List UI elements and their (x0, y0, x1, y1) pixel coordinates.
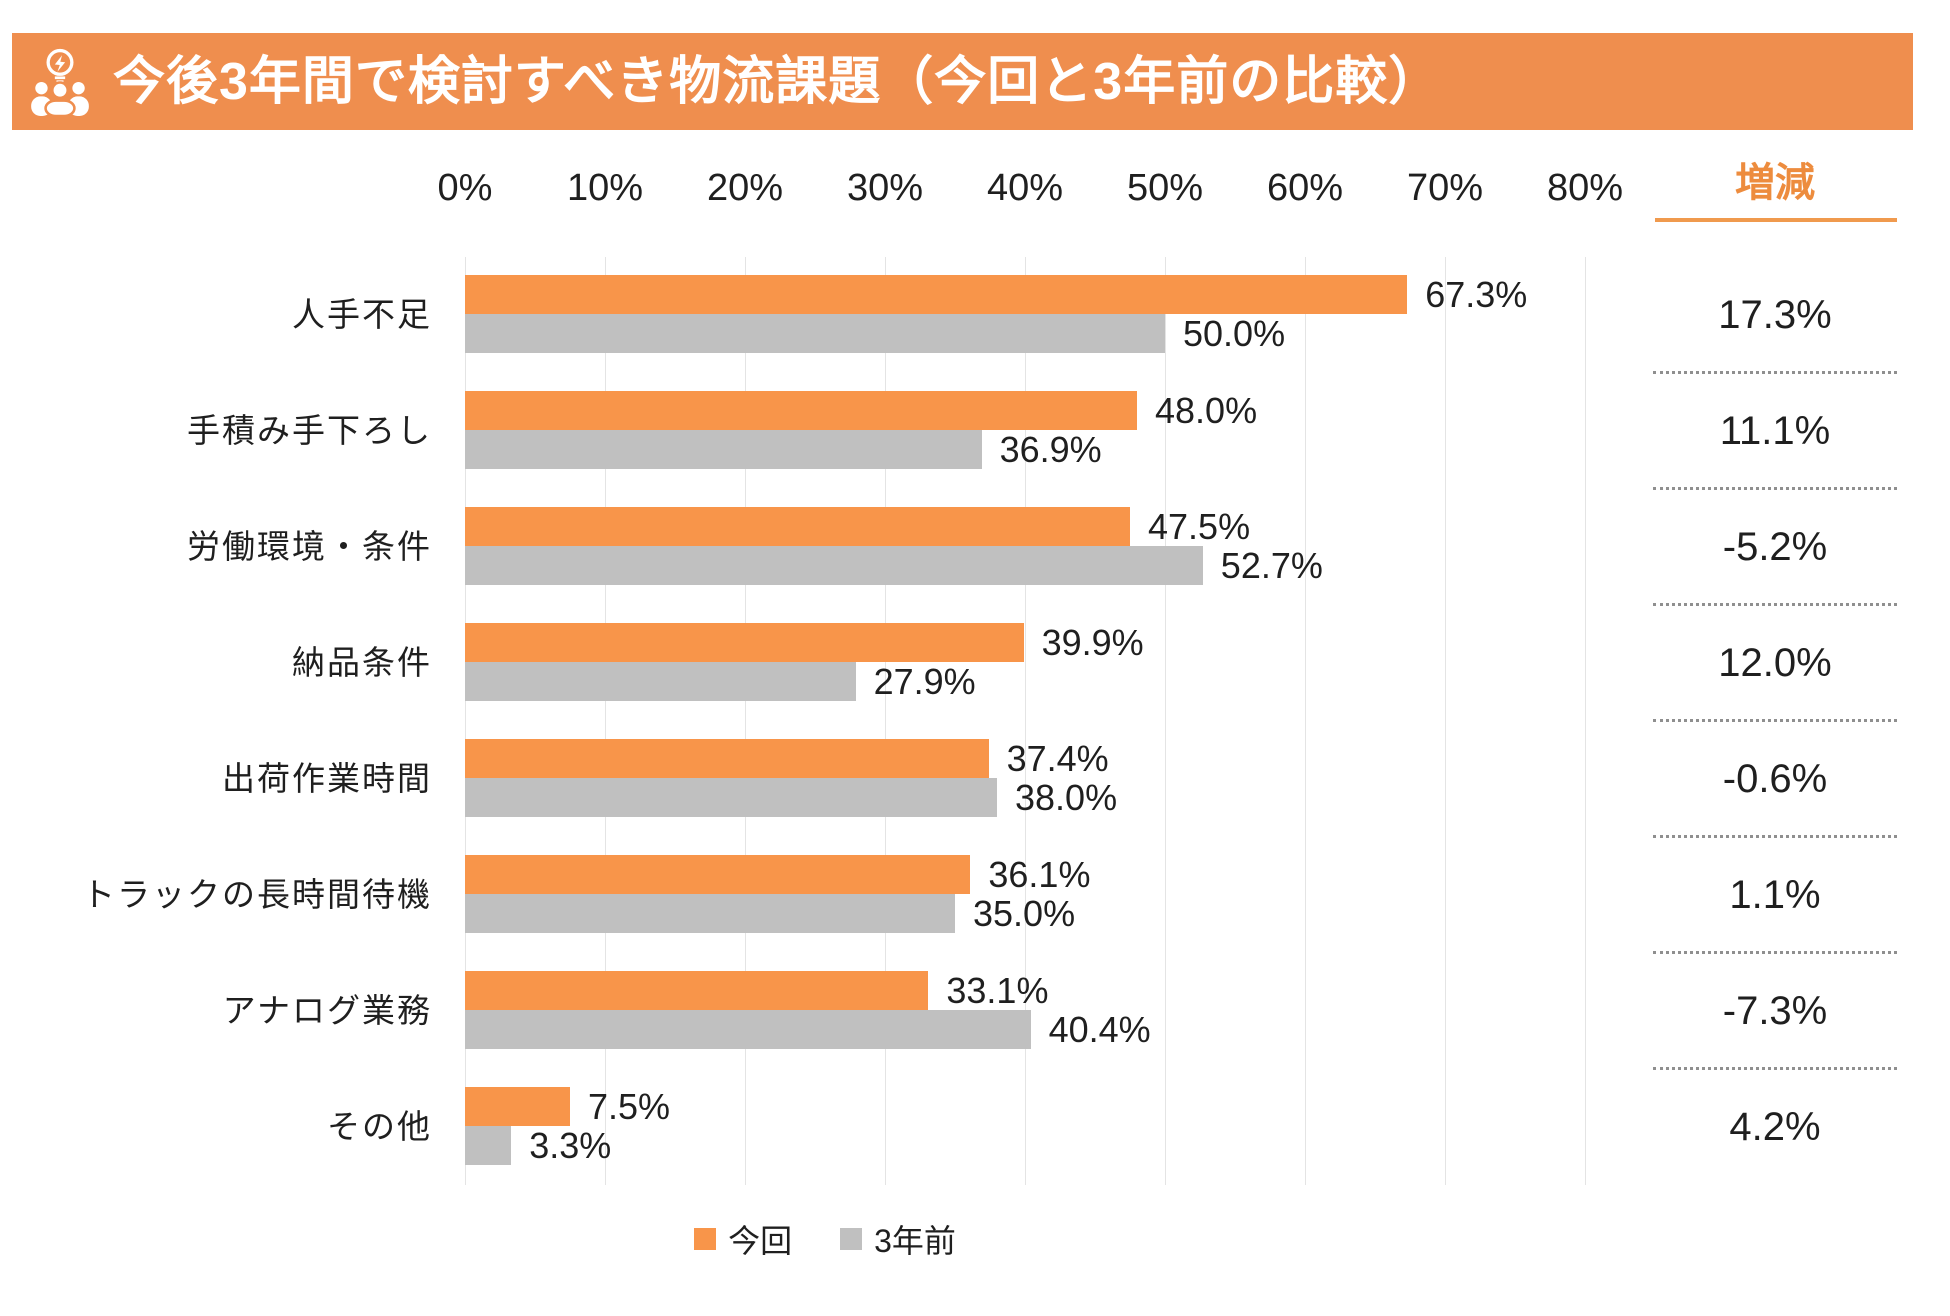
diff-separator (1653, 603, 1897, 606)
bar-value-previous: 35.0% (973, 893, 1076, 934)
bar-value-previous: 27.9% (873, 661, 976, 702)
diff-header-underline (1655, 218, 1897, 222)
bar-current (465, 507, 1130, 546)
bar-previous (465, 778, 997, 817)
bar-previous (465, 430, 982, 469)
diff-separator (1653, 951, 1897, 954)
page-title: 今後3年間で検討すべき物流課題（今回と3年前の比較） (113, 53, 1442, 111)
diff-value: 11.1% (1719, 409, 1831, 453)
gridline (1025, 257, 1026, 1185)
bar-value-current: 37.4% (1006, 738, 1109, 779)
bar-value-current: 36.1% (988, 854, 1091, 895)
bar-previous (465, 1126, 512, 1165)
bar-value-current: 47.5% (1148, 506, 1251, 547)
bar-current (465, 275, 1408, 314)
gridline (1445, 257, 1446, 1185)
bar-previous (465, 894, 955, 933)
category-label: 人手不足 (292, 296, 432, 333)
bar-value-current: 67.3% (1425, 274, 1528, 315)
gridline (1305, 257, 1306, 1185)
diff-separator (1653, 835, 1897, 838)
gridline (1585, 257, 1586, 1185)
bar-current (465, 1087, 570, 1126)
bar-value-previous: 52.7% (1220, 545, 1323, 586)
x-tick-label: 60% (1266, 167, 1344, 209)
bar-value-previous: 3.3% (529, 1125, 612, 1166)
x-tick-label: 20% (706, 167, 784, 209)
bar-previous (465, 662, 856, 701)
bar-current (465, 739, 989, 778)
diff-value: -7.3% (1722, 989, 1828, 1033)
idea-people-icon (31, 48, 89, 116)
bar-value-current: 39.9% (1041, 622, 1144, 663)
bar-current (465, 971, 929, 1010)
diff-separator (1653, 1067, 1897, 1070)
legend-item-previous: 3年前 (840, 1216, 956, 1262)
gridline (1165, 257, 1166, 1185)
bar-value-current: 7.5% (588, 1086, 671, 1127)
x-tick-label: 40% (986, 167, 1064, 209)
gridline (745, 257, 746, 1185)
category-label: トラックの長時間待機 (82, 876, 432, 913)
legend: 今回 3年前 (0, 1216, 1650, 1262)
bar-value-previous: 50.0% (1183, 313, 1286, 354)
diff-separator (1653, 487, 1897, 490)
category-label: その他 (327, 1108, 432, 1145)
diff-value: 4.2% (1729, 1105, 1821, 1149)
title-banner: 今後3年間で検討すべき物流課題（今回と3年前の比較） (12, 33, 1913, 130)
bar-value-current: 33.1% (946, 970, 1049, 1011)
x-tick-label: 70% (1406, 167, 1484, 209)
bar-value-previous: 36.9% (999, 429, 1102, 470)
legend-item-current: 今回 (694, 1216, 792, 1262)
bar-value-previous: 38.0% (1015, 777, 1118, 818)
diff-value: -5.2% (1722, 525, 1828, 569)
diff-value: 12.0% (1718, 641, 1832, 685)
legend-label-current: 今回 (728, 1223, 793, 1259)
bar-current (465, 855, 971, 894)
bar-previous (465, 314, 1165, 353)
gridline (465, 257, 466, 1185)
x-tick-label: 50% (1126, 167, 1204, 209)
diff-separator (1653, 719, 1897, 722)
category-label: 労働環境・条件 (187, 528, 432, 565)
x-tick-label: 30% (846, 167, 924, 209)
diff-value: -0.6% (1722, 757, 1828, 801)
x-tick-label: 0% (437, 167, 493, 209)
bar-value-current: 48.0% (1155, 390, 1258, 431)
bar-current (465, 623, 1024, 662)
diff-value: 1.1% (1729, 873, 1821, 917)
category-label: アナログ業務 (222, 992, 432, 1029)
bar-previous (465, 1010, 1031, 1049)
legend-label-previous: 3年前 (874, 1223, 956, 1259)
bar-current (465, 391, 1137, 430)
bar-previous (465, 546, 1203, 585)
gridline (605, 257, 606, 1185)
legend-swatch-previous (840, 1228, 863, 1250)
gridline (885, 257, 886, 1185)
diff-separator (1653, 371, 1897, 374)
diff-column-header: 増減 (1735, 161, 1815, 205)
legend-swatch-current (694, 1228, 717, 1250)
bar-value-previous: 40.4% (1048, 1009, 1151, 1050)
x-tick-label: 10% (566, 167, 644, 209)
category-label: 手積み手下ろし (187, 412, 432, 449)
x-tick-label: 80% (1546, 167, 1624, 209)
diff-value: 17.3% (1718, 293, 1832, 337)
category-label: 納品条件 (292, 644, 432, 681)
category-label: 出荷作業時間 (222, 760, 432, 797)
